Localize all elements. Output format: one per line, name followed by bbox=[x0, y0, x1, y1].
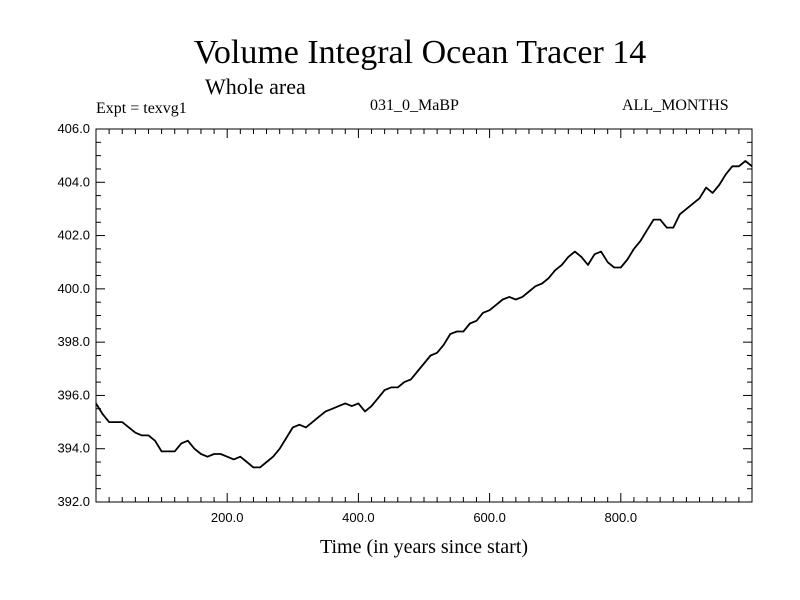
x-tick-label: 200.0 bbox=[211, 510, 244, 525]
experiment-label: Expt = texvg1 bbox=[96, 100, 187, 117]
x-axis-label: Time (in years since start) bbox=[319, 536, 529, 558]
period-label: 031_0_MaBP bbox=[370, 97, 459, 114]
y-tick-label: 406.0 bbox=[57, 121, 90, 136]
chart-title: Volume Integral Ocean Tracer 14 bbox=[193, 34, 647, 71]
x-tick-label: 600.0 bbox=[473, 510, 506, 525]
x-tick-label: 400.0 bbox=[342, 510, 375, 525]
y-tick-label: 398.0 bbox=[57, 334, 90, 349]
y-tick-label: 394.0 bbox=[57, 441, 90, 456]
data-line bbox=[95, 160, 753, 469]
y-tick-label: 402.0 bbox=[57, 228, 90, 243]
y-tick-label: 396.0 bbox=[57, 387, 90, 402]
months-label: ALL_MONTHS bbox=[622, 97, 729, 114]
chart-subtitle: Whole area bbox=[205, 74, 306, 99]
tick-group: 392.0 394.0 396.0 398.0 400.0 402.0 404.0 406.0… bbox=[57, 121, 752, 525]
plot-frame bbox=[95, 128, 753, 503]
x-tick-label: 800.0 bbox=[605, 510, 638, 525]
y-tick-label: 404.0 bbox=[57, 174, 90, 189]
y-tick-label: 392.0 bbox=[57, 494, 90, 509]
y-tick-label: 400.0 bbox=[57, 281, 90, 296]
